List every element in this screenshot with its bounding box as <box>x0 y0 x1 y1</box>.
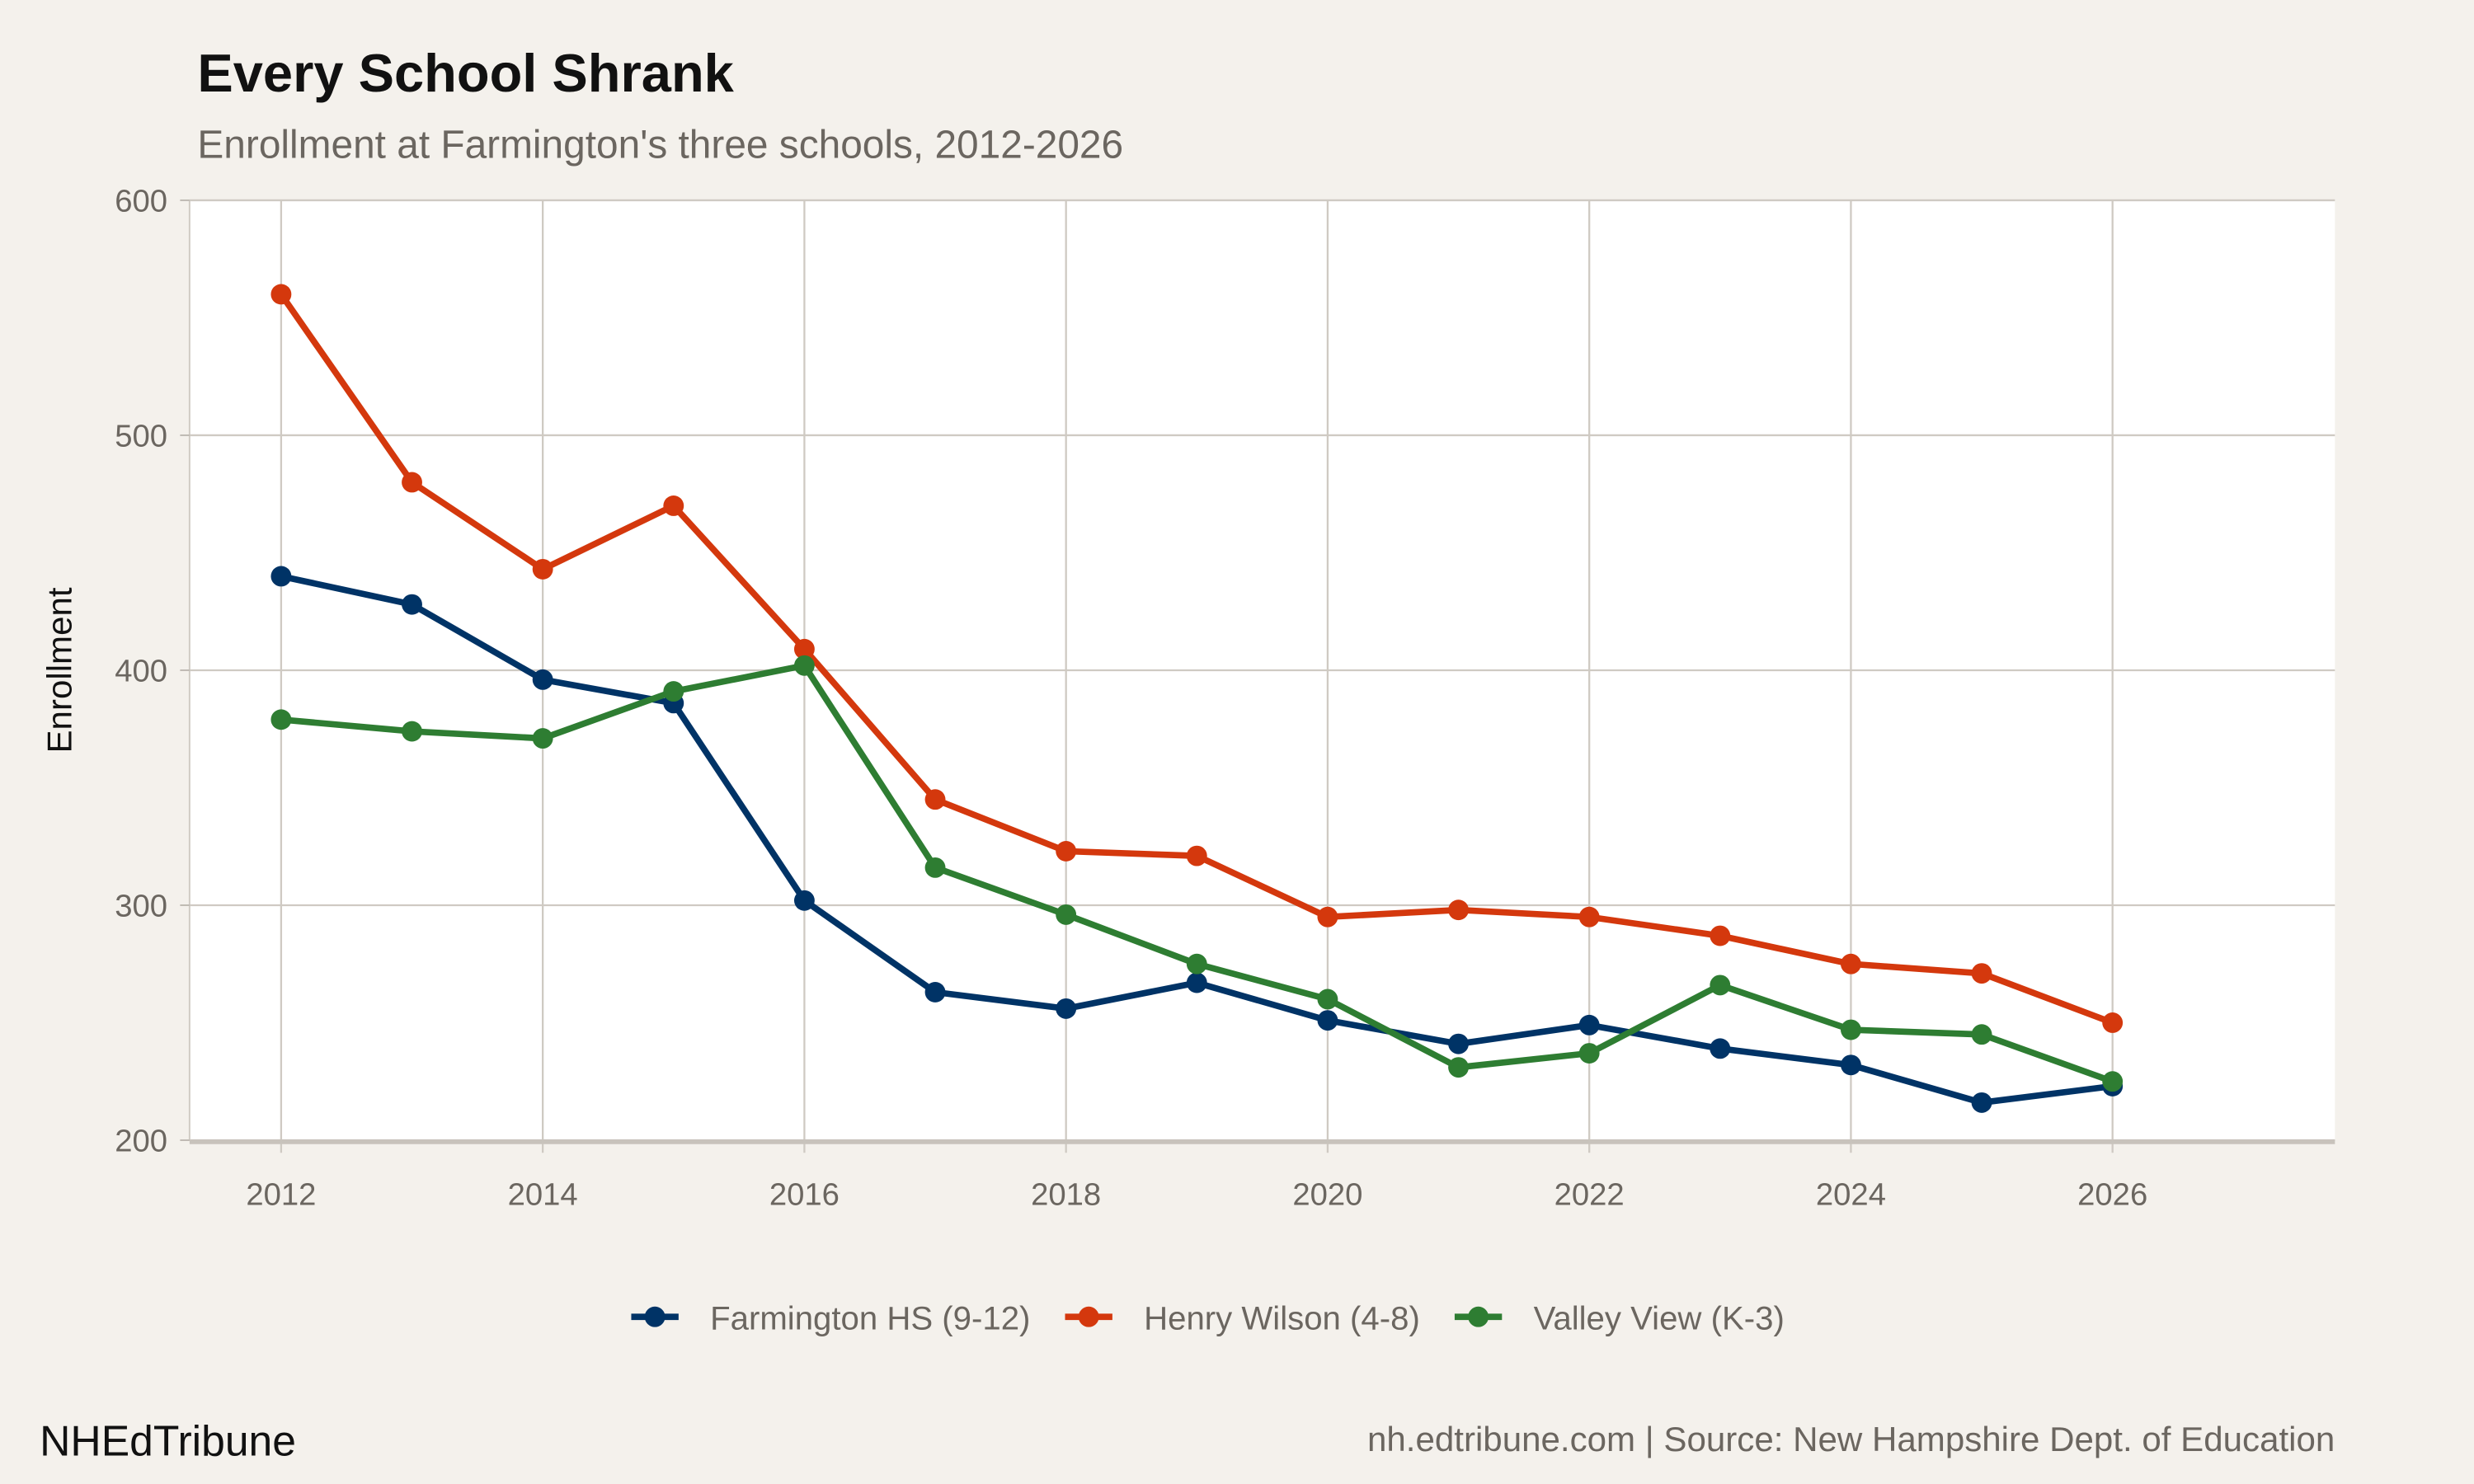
x-tick-label: 2014 <box>508 1176 578 1212</box>
data-point <box>793 890 815 911</box>
data-point <box>270 709 292 730</box>
y-tick-label: 300 <box>115 888 167 923</box>
data-point <box>1578 906 1600 928</box>
data-point <box>1317 989 1338 1010</box>
x-tick-label: 2024 <box>1816 1176 1886 1212</box>
data-point <box>1448 1033 1469 1054</box>
data-point <box>2102 1012 2124 1033</box>
chart-title: Every School Shrank <box>197 43 734 103</box>
x-tick-label: 2012 <box>246 1176 316 1212</box>
data-point <box>1056 904 1077 925</box>
legend-label: Farmington HS (9-12) <box>710 1300 1030 1337</box>
data-point <box>1317 1010 1338 1031</box>
data-point <box>1971 1024 1992 1045</box>
data-point <box>402 721 422 742</box>
data-point <box>793 655 815 676</box>
y-tick-label: 600 <box>115 183 167 218</box>
data-point <box>1448 899 1469 921</box>
data-point <box>402 594 422 615</box>
legend-marker <box>1078 1306 1099 1327</box>
data-point <box>532 558 553 580</box>
data-point <box>924 857 946 878</box>
legend-label: Valley View (K-3) <box>1534 1300 1785 1337</box>
x-tick-label: 2026 <box>2077 1176 2147 1212</box>
data-point <box>924 982 946 1003</box>
x-tick-label: 2018 <box>1031 1176 1101 1212</box>
data-point <box>663 681 684 702</box>
data-point <box>402 472 422 493</box>
legend: Farmington HS (9-12) Henry Wilson (4-8) Va… <box>631 1300 1785 1337</box>
data-point <box>663 495 684 516</box>
data-point <box>1840 1019 1861 1040</box>
data-point <box>1056 998 1077 1019</box>
x-tick-label: 2016 <box>769 1176 840 1212</box>
data-point <box>1317 906 1338 928</box>
data-point <box>270 284 292 305</box>
legend-marker <box>1468 1306 1489 1327</box>
data-point <box>532 728 553 749</box>
legend-label: Henry Wilson (4-8) <box>1144 1300 1420 1337</box>
chart-subtitle: Enrollment at Farmington's three schools… <box>197 123 1123 167</box>
series-layer <box>270 284 2124 1113</box>
y-tick-label: 500 <box>115 418 167 453</box>
x-tick-label: 2022 <box>1554 1176 1625 1212</box>
data-point <box>1448 1057 1469 1078</box>
data-point <box>1056 840 1077 862</box>
legend-marker <box>644 1306 666 1327</box>
source-caption: nh.edtribune.com | Source: New Hampshire… <box>1367 1420 2335 1458</box>
data-point <box>1971 963 1992 984</box>
data-point <box>1710 925 1731 946</box>
y-tick-label: 200 <box>115 1123 167 1158</box>
data-point <box>1971 1092 1992 1113</box>
data-point <box>1578 1014 1600 1036</box>
data-point <box>1840 953 1861 974</box>
y-axis-label: Enrollment <box>40 587 78 753</box>
data-point <box>1186 953 1207 974</box>
brand-label: NHEdTribune <box>40 1417 296 1465</box>
data-point <box>793 638 815 660</box>
data-point <box>532 669 553 690</box>
data-point <box>1186 972 1207 993</box>
data-point <box>1186 845 1207 866</box>
data-point <box>1710 1038 1731 1059</box>
data-point <box>270 566 292 587</box>
data-point <box>1578 1043 1600 1064</box>
data-point <box>924 789 946 810</box>
x-tick-label: 2020 <box>1292 1176 1362 1212</box>
data-point <box>1840 1054 1861 1076</box>
data-point <box>2102 1071 2124 1092</box>
axis-ticks: 200 300 400 500 600 2012 2014 2016 2018 2020 2022 2… <box>115 183 2147 1212</box>
data-point <box>1710 974 1731 996</box>
y-tick-label: 400 <box>115 653 167 688</box>
